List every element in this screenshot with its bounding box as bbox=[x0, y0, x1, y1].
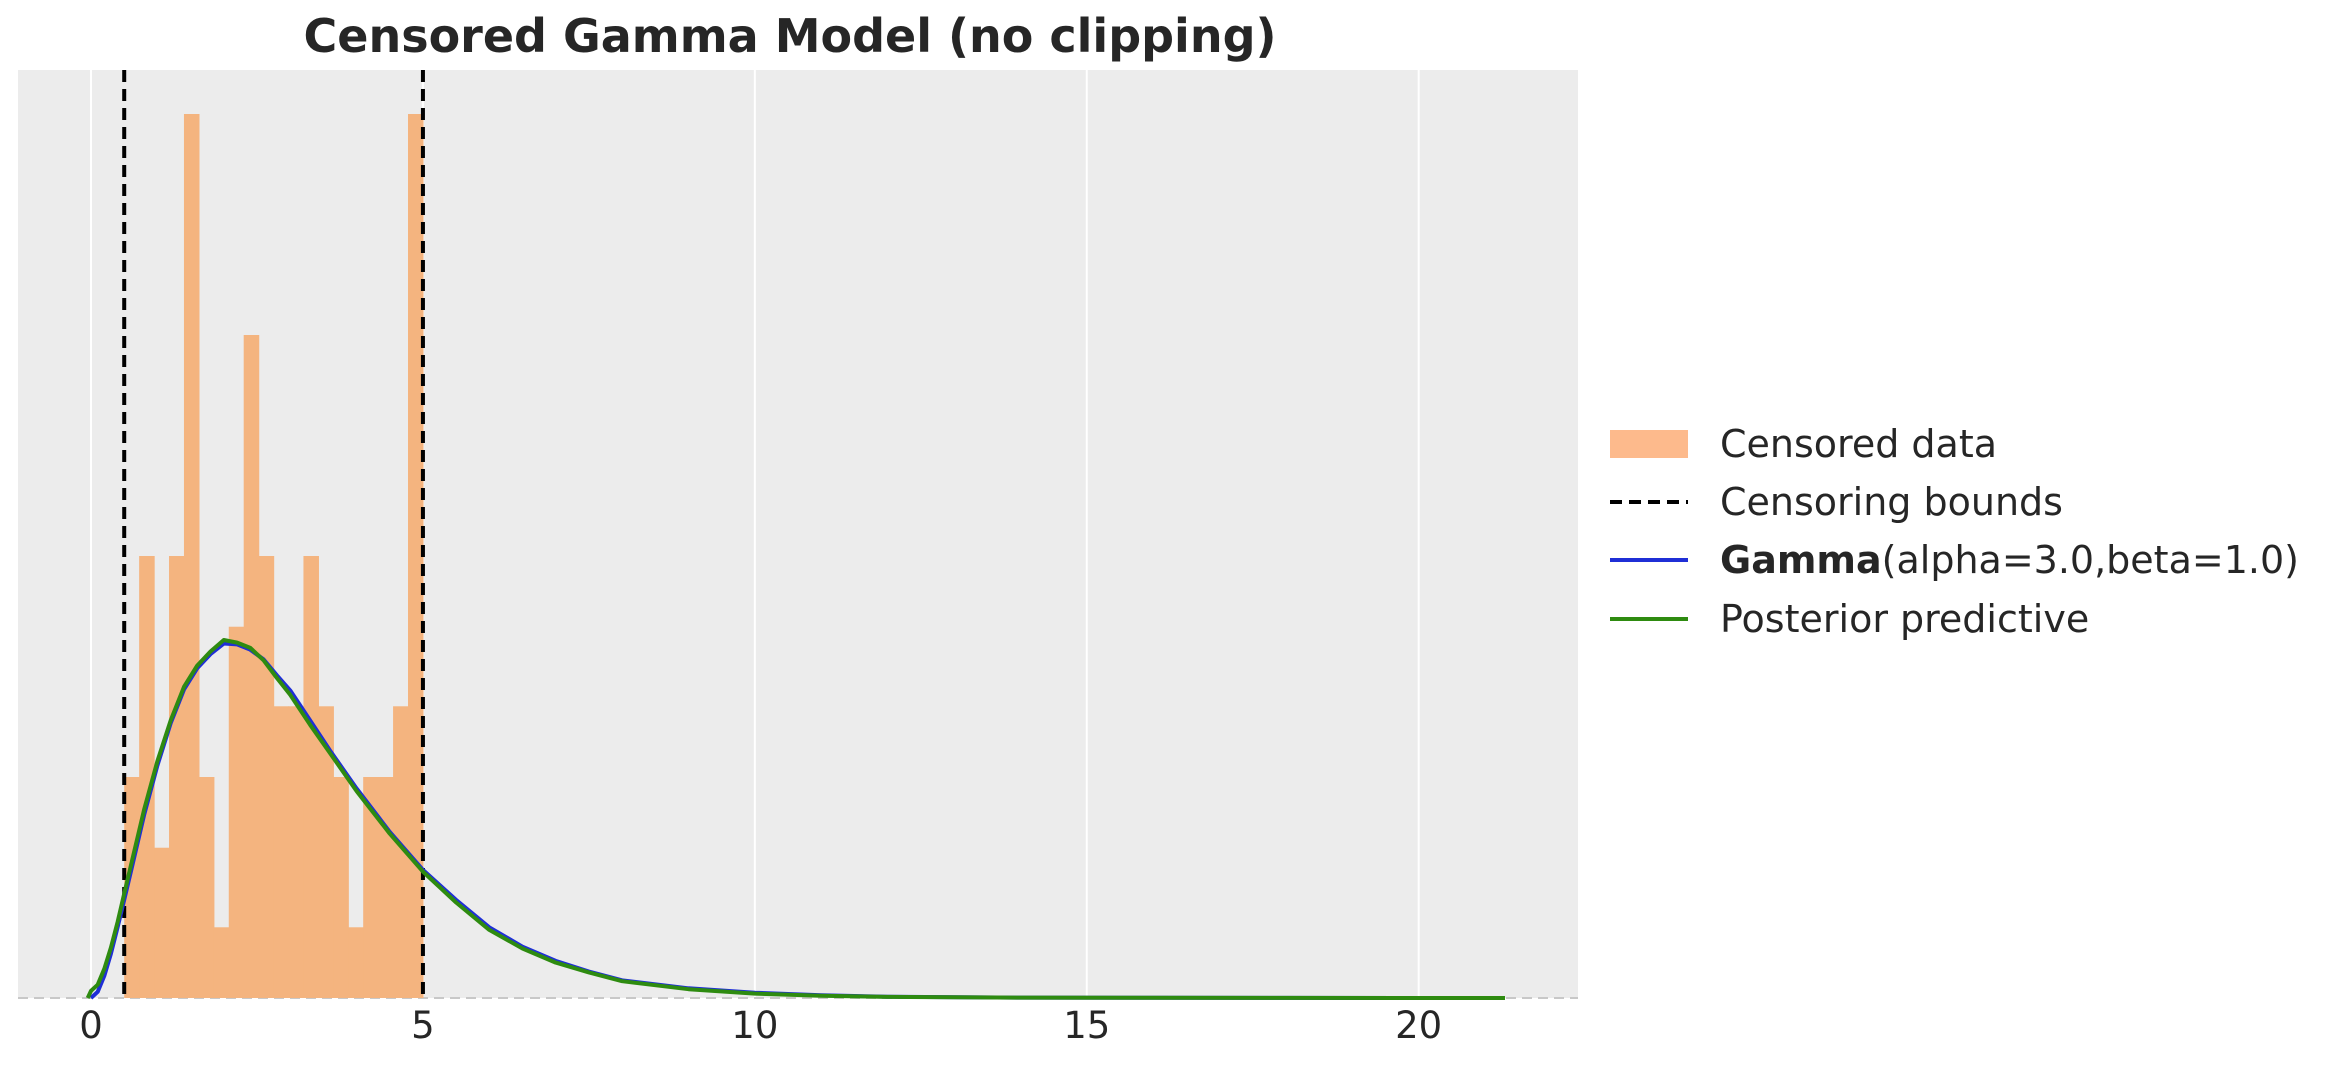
histogram-bar bbox=[273, 706, 290, 998]
histogram-bar bbox=[378, 777, 394, 998]
x-tick-label: 5 bbox=[411, 1004, 435, 1047]
legend-label-gamma-params: (alpha=3.0,beta=1.0) bbox=[1882, 538, 2299, 582]
chart-title: Censored Gamma Model (no clipping) bbox=[303, 9, 1276, 63]
histogram-bar bbox=[288, 706, 305, 998]
legend: Censored data Censoring bounds Gamma(alp… bbox=[1610, 422, 2299, 641]
legend-swatch-censored-data bbox=[1610, 430, 1688, 458]
histogram-bar bbox=[408, 114, 424, 998]
x-tick-label: 10 bbox=[731, 1004, 778, 1047]
censoring-bound-lines bbox=[122, 70, 425, 998]
histogram-bar bbox=[124, 777, 140, 998]
density-curves bbox=[85, 638, 1505, 1000]
posterior-predictive-curve bbox=[85, 638, 1505, 1000]
legend-label-censoring-bounds: Censoring bounds bbox=[1720, 480, 2063, 524]
histogram-bar bbox=[348, 927, 364, 998]
histogram-bar bbox=[213, 927, 230, 998]
histogram-bar bbox=[333, 777, 349, 998]
histogram-bar bbox=[258, 556, 275, 998]
histogram-bar bbox=[318, 706, 334, 998]
histogram-bar bbox=[198, 777, 215, 998]
x-tick-label: 15 bbox=[1063, 1004, 1110, 1047]
histogram-bar bbox=[363, 777, 379, 998]
histogram-bar bbox=[154, 847, 170, 998]
histogram-bar bbox=[393, 706, 409, 998]
x-tick-label: 0 bbox=[79, 1004, 103, 1047]
legend-label-posterior-predictive: Posterior predictive bbox=[1720, 597, 2089, 641]
histogram-bar bbox=[228, 626, 245, 998]
x-axis-ticks: 0 5 10 15 20 bbox=[79, 1004, 1442, 1047]
legend-label-gamma-name: Gamma bbox=[1720, 538, 1882, 582]
histogram-bar bbox=[169, 556, 185, 998]
x-tick-label: 20 bbox=[1395, 1004, 1442, 1047]
histogram-bar bbox=[183, 114, 200, 998]
legend-label-gamma: Gamma(alpha=3.0,beta=1.0) bbox=[1720, 538, 2299, 582]
legend-label-censored-data: Censored data bbox=[1720, 422, 1997, 466]
histogram-bar bbox=[243, 335, 260, 998]
histogram-bar bbox=[139, 556, 155, 998]
histogram-bar bbox=[303, 556, 319, 998]
